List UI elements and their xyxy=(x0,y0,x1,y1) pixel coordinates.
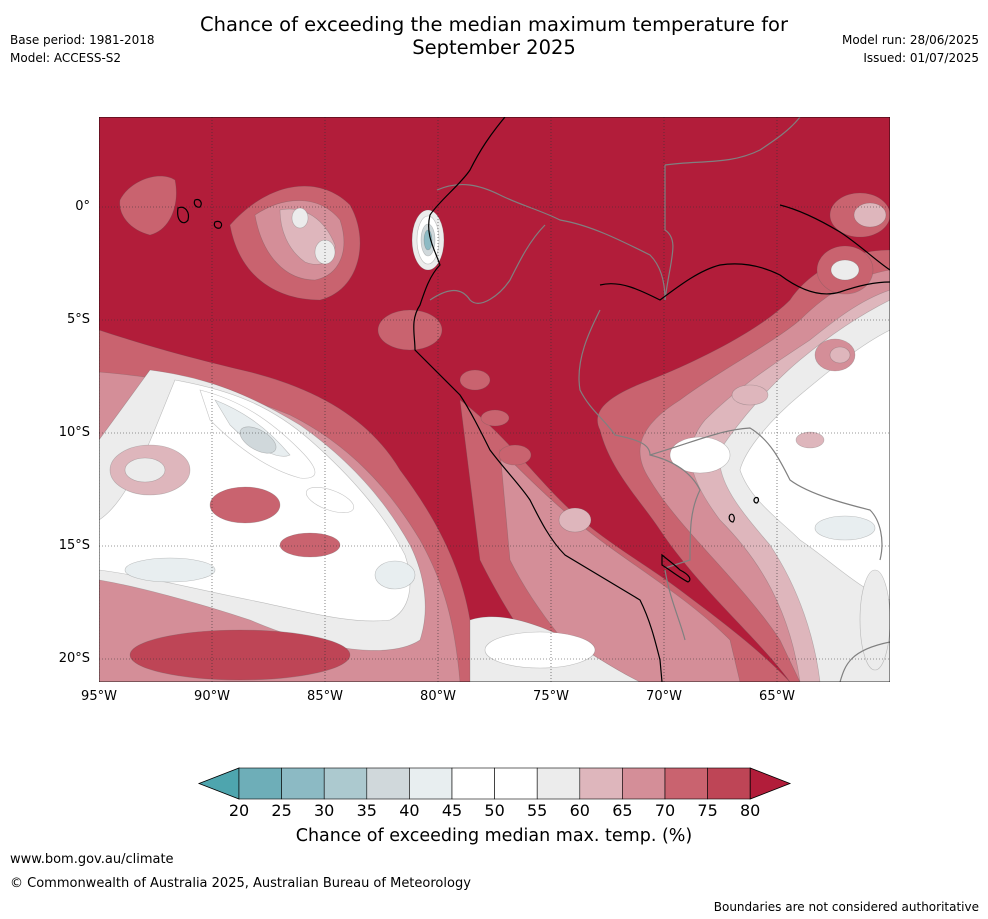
border-colombia-ecuador xyxy=(436,184,666,301)
shade-70-pocket-2 xyxy=(279,532,341,558)
colorbar-tick-label: 60 xyxy=(569,801,590,820)
colorbar-tick-label: 45 xyxy=(441,801,463,820)
footer-url: www.bom.gov.au/climate xyxy=(10,852,174,867)
colorbar-under-arrow xyxy=(197,767,240,800)
map-title-line2: September 2025 xyxy=(412,36,576,59)
border-peru-brazil xyxy=(578,309,701,569)
colorbar-swatch xyxy=(409,767,453,800)
lon-label-75w: 75°W xyxy=(533,689,569,704)
shade-45-east2 xyxy=(669,436,731,474)
coastlines xyxy=(177,117,890,682)
colorbar-label: Chance of exceeding median max. temp. (%… xyxy=(295,826,693,846)
colorbar-tick-label: 25 xyxy=(271,801,292,820)
shade-35-sw xyxy=(239,426,277,454)
colorbar-swatch xyxy=(281,767,325,800)
shade-70-pocket-coast3 xyxy=(498,444,532,466)
map-title: Chance of exceeding the median maximum t… xyxy=(0,13,988,59)
shade-70-pocket-3 xyxy=(129,629,351,681)
shade-70-pacific-south xyxy=(377,309,443,351)
issued-text: Issued: 01/07/2025 xyxy=(863,51,979,65)
colorbar-swatch xyxy=(664,767,708,800)
coast-lake-1 xyxy=(728,513,735,523)
colorbar-tick-label: 80 xyxy=(740,801,761,820)
country-borders xyxy=(429,117,890,682)
colorbar-over-arrow xyxy=(749,767,792,800)
shade-60-east-pocket xyxy=(829,346,851,364)
shade-55-ne2 xyxy=(830,259,860,281)
shade-40-east xyxy=(814,515,876,541)
colorbar-tick-label: 65 xyxy=(612,801,633,820)
lon-label-90w: 90°W xyxy=(194,689,230,704)
lat-label-20s: 20°S xyxy=(58,651,90,666)
colorbar-tick-label: 70 xyxy=(654,801,676,820)
shade-65-east-pocket2 xyxy=(731,384,769,406)
coast-lake-2 xyxy=(753,496,760,504)
coast-galapagos-3 xyxy=(213,220,223,229)
colorbar-swatch xyxy=(622,767,666,800)
colorbar-swatch xyxy=(451,767,495,800)
shade-60-se-pocket xyxy=(558,507,592,533)
colorbar xyxy=(197,767,792,800)
shade-60-east-pocket3 xyxy=(795,431,825,449)
footer-copyright: © Commonwealth of Australia 2025, Austra… xyxy=(10,876,471,891)
graticule xyxy=(99,117,890,682)
map-field xyxy=(99,117,890,682)
colorbar-tick-label: 75 xyxy=(697,801,718,820)
lat-label-15s: 15°S xyxy=(58,538,90,553)
border-colombia-brazil xyxy=(664,165,674,301)
colorbar-swatch xyxy=(323,767,368,800)
shade-55-pocket xyxy=(124,457,166,483)
colorbar-tick-label: 40 xyxy=(399,801,420,820)
border-brazil-venezuela xyxy=(664,117,801,166)
colorbar-tick-label: 20 xyxy=(228,801,250,820)
colorbar-swatch xyxy=(238,767,282,800)
colorbar-swatch xyxy=(366,767,410,800)
shade-70-nw-west xyxy=(119,175,177,236)
lon-label-80w: 80°W xyxy=(420,689,456,704)
footer-disclaimer: Boundaries are not considered authoritat… xyxy=(713,900,979,914)
lat-label-10s: 10°S xyxy=(58,425,90,440)
colorbar-tick-label: 30 xyxy=(314,801,335,820)
shade-55-east-pocket4 xyxy=(859,569,890,671)
base-period-text: Base period: 1981-2018 xyxy=(10,33,155,47)
colorbar-swatch xyxy=(707,767,751,800)
lat-label-5s: 5°S xyxy=(66,312,90,327)
colorbar-tick-label: 50 xyxy=(484,801,505,820)
coast-north-east xyxy=(779,204,890,271)
border-ecuador-peru xyxy=(429,224,546,304)
shade-40-southwest xyxy=(124,557,216,583)
colorbar-swatch xyxy=(579,767,623,800)
map-title-line1: Chance of exceeding the median maximum t… xyxy=(199,13,789,36)
model-run-text: Model run: 28/06/2025 xyxy=(841,33,979,47)
coast-galapagos-1 xyxy=(177,206,190,224)
coast-amazon-river xyxy=(599,263,890,301)
shade-45-mid xyxy=(305,486,355,514)
border-paraguay xyxy=(839,641,890,682)
lon-label-70w: 70°W xyxy=(646,689,682,704)
border-bolivia-brazil xyxy=(649,427,883,561)
lat-label-0: 0° xyxy=(75,199,90,214)
colorbar-tick-label: 35 xyxy=(356,801,377,820)
coast-galapagos-2 xyxy=(193,198,202,208)
colorbar-tick-label: 55 xyxy=(527,801,548,820)
shade-70-pocket-coast2 xyxy=(480,409,510,427)
lon-label-65w: 65°W xyxy=(759,689,795,704)
coast-titicaca xyxy=(661,553,691,583)
colorbar-swatch xyxy=(536,767,581,800)
lon-label-95w: 95°W xyxy=(81,689,117,704)
shade-55-nw2 xyxy=(291,207,309,229)
lon-label-85w: 85°W xyxy=(307,689,343,704)
colorbar-swatch xyxy=(494,767,538,800)
border-bolivia-chile xyxy=(664,569,686,641)
shade-60-ne xyxy=(853,202,887,228)
shade-50-se xyxy=(484,631,596,669)
shade-40-south xyxy=(374,560,416,590)
coast-south-america-west xyxy=(413,117,663,682)
shade-70-pocket-coast1 xyxy=(459,369,491,391)
shade-70-pocket-1 xyxy=(209,486,281,524)
model-text: Model: ACCESS-S2 xyxy=(10,51,122,65)
